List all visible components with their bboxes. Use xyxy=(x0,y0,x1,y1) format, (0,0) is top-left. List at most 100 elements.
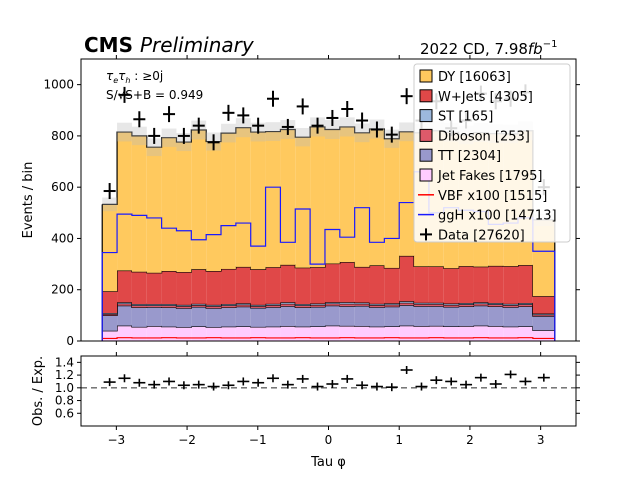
stack-bar-6 xyxy=(146,147,162,273)
stack-bar-1 xyxy=(206,327,222,341)
stack-bar-6 xyxy=(102,204,118,292)
uncertainty-band xyxy=(339,117,355,137)
ratio-point xyxy=(237,377,250,386)
stack-bar-2 xyxy=(458,306,474,327)
channel-tau2: τ xyxy=(118,69,126,83)
stack-bar-6 xyxy=(384,138,400,268)
stack-bar-4 xyxy=(191,303,207,306)
uncertainty-band xyxy=(146,138,162,157)
stack-bar-3 xyxy=(532,314,555,317)
stack-bar-4 xyxy=(428,302,444,305)
stack-bar-3 xyxy=(488,304,504,307)
data-point xyxy=(237,107,250,124)
stack-bar-1 xyxy=(221,326,236,341)
channel-sub2: h xyxy=(125,76,130,85)
data-point xyxy=(311,117,324,134)
stack-bar-2 xyxy=(310,306,325,327)
stack-bar-1 xyxy=(176,327,192,341)
stack-bar-1 xyxy=(443,326,459,341)
stack-bar-5 xyxy=(161,271,177,305)
stack-bar-5 xyxy=(503,266,519,304)
ratio-point xyxy=(356,381,369,390)
uncertainty-band xyxy=(265,122,281,141)
x-tick-label: 0 xyxy=(325,433,333,447)
stack-bar-4 xyxy=(488,303,504,305)
stack-bar-3 xyxy=(280,303,296,307)
uncertainty-band xyxy=(221,123,236,143)
stack-bar-6 xyxy=(131,135,147,272)
ratio-point xyxy=(430,376,443,385)
stack-bar-4 xyxy=(146,304,162,306)
stack-bar-3 xyxy=(310,304,325,307)
data-point xyxy=(148,127,161,144)
channel-tau1: τ xyxy=(106,69,114,83)
stack-bar-4 xyxy=(280,302,296,304)
ratio-point xyxy=(118,374,131,383)
ratio-point xyxy=(177,381,190,390)
stack-bar-6 xyxy=(235,127,251,267)
stack-bar-3 xyxy=(458,304,474,307)
stack-bar-5 xyxy=(310,267,325,304)
stack-bar-2 xyxy=(176,308,192,328)
stack-bar-2 xyxy=(117,305,132,326)
data-point xyxy=(326,109,339,126)
stack-bar-5 xyxy=(414,266,429,303)
uncertainty-band xyxy=(295,128,311,147)
stack-bar-1 xyxy=(414,326,429,341)
legend-label: VBF x100 [1515] xyxy=(438,189,547,204)
data-point xyxy=(163,106,176,123)
stack-bar-5 xyxy=(384,267,400,304)
stack-bar-5 xyxy=(518,265,533,304)
ratio-point xyxy=(537,373,550,382)
stack-bar-1 xyxy=(473,325,489,341)
x-tick-label: −3 xyxy=(108,433,126,447)
ratio-plot: 0.60.81.01.21.4 −3 −2 −1 0 1 2 3 Obs. / Exp. Tau … xyxy=(31,352,580,470)
ratio-point xyxy=(148,380,161,389)
stack-bar-6 xyxy=(221,133,236,269)
stack-bar-3 xyxy=(414,304,429,307)
stack-bar-3 xyxy=(443,304,459,307)
stack-bar-2 xyxy=(295,307,311,327)
stack-bar-4 xyxy=(354,302,370,304)
stack-bar-5 xyxy=(324,263,340,303)
ratio-point xyxy=(385,383,398,392)
stack-bar-3 xyxy=(221,305,236,308)
stack-bar-3 xyxy=(518,304,533,307)
ratio-point xyxy=(504,370,517,379)
lumi-exponent: −1 xyxy=(543,39,558,50)
stack-bar-4 xyxy=(443,303,459,305)
stack-bar-2 xyxy=(265,307,281,327)
stack-bar-2 xyxy=(503,307,519,327)
stack-bar-6 xyxy=(191,130,207,270)
data-point xyxy=(222,104,235,121)
stack-bar-2 xyxy=(191,306,207,327)
stack-bar-3 xyxy=(102,314,118,316)
stack-bar-1 xyxy=(458,326,474,341)
stack-bar-3 xyxy=(428,304,444,307)
y-tick-label: 800 xyxy=(51,129,74,143)
ratio-point xyxy=(266,374,279,383)
stack-bar-5 xyxy=(354,266,370,303)
stack-bar-1 xyxy=(399,325,415,341)
uncertainty-band xyxy=(235,118,251,138)
stack-bar-3 xyxy=(206,306,222,309)
stack-bar-4 xyxy=(310,303,325,305)
stack-bar-4 xyxy=(503,303,519,306)
ratio-point xyxy=(296,374,309,383)
stack-bar-4 xyxy=(369,303,385,306)
stack-bar-5 xyxy=(221,268,236,305)
legend-label: Diboson [253] xyxy=(438,129,530,144)
data-point xyxy=(207,134,220,151)
stack-bar-1 xyxy=(235,326,251,341)
stack-bar-5 xyxy=(250,269,266,305)
stack-bar-6 xyxy=(206,141,222,272)
significance-annotation: S/√S+B = 0.949 xyxy=(106,88,203,102)
data-point xyxy=(356,112,369,129)
stack-bar-2 xyxy=(102,315,118,331)
ratio-axes-frame xyxy=(80,355,577,427)
stack-bar-2 xyxy=(131,307,147,327)
legend-swatch xyxy=(419,148,433,162)
stack-bar-2 xyxy=(532,316,555,331)
ratio-point xyxy=(415,382,428,391)
